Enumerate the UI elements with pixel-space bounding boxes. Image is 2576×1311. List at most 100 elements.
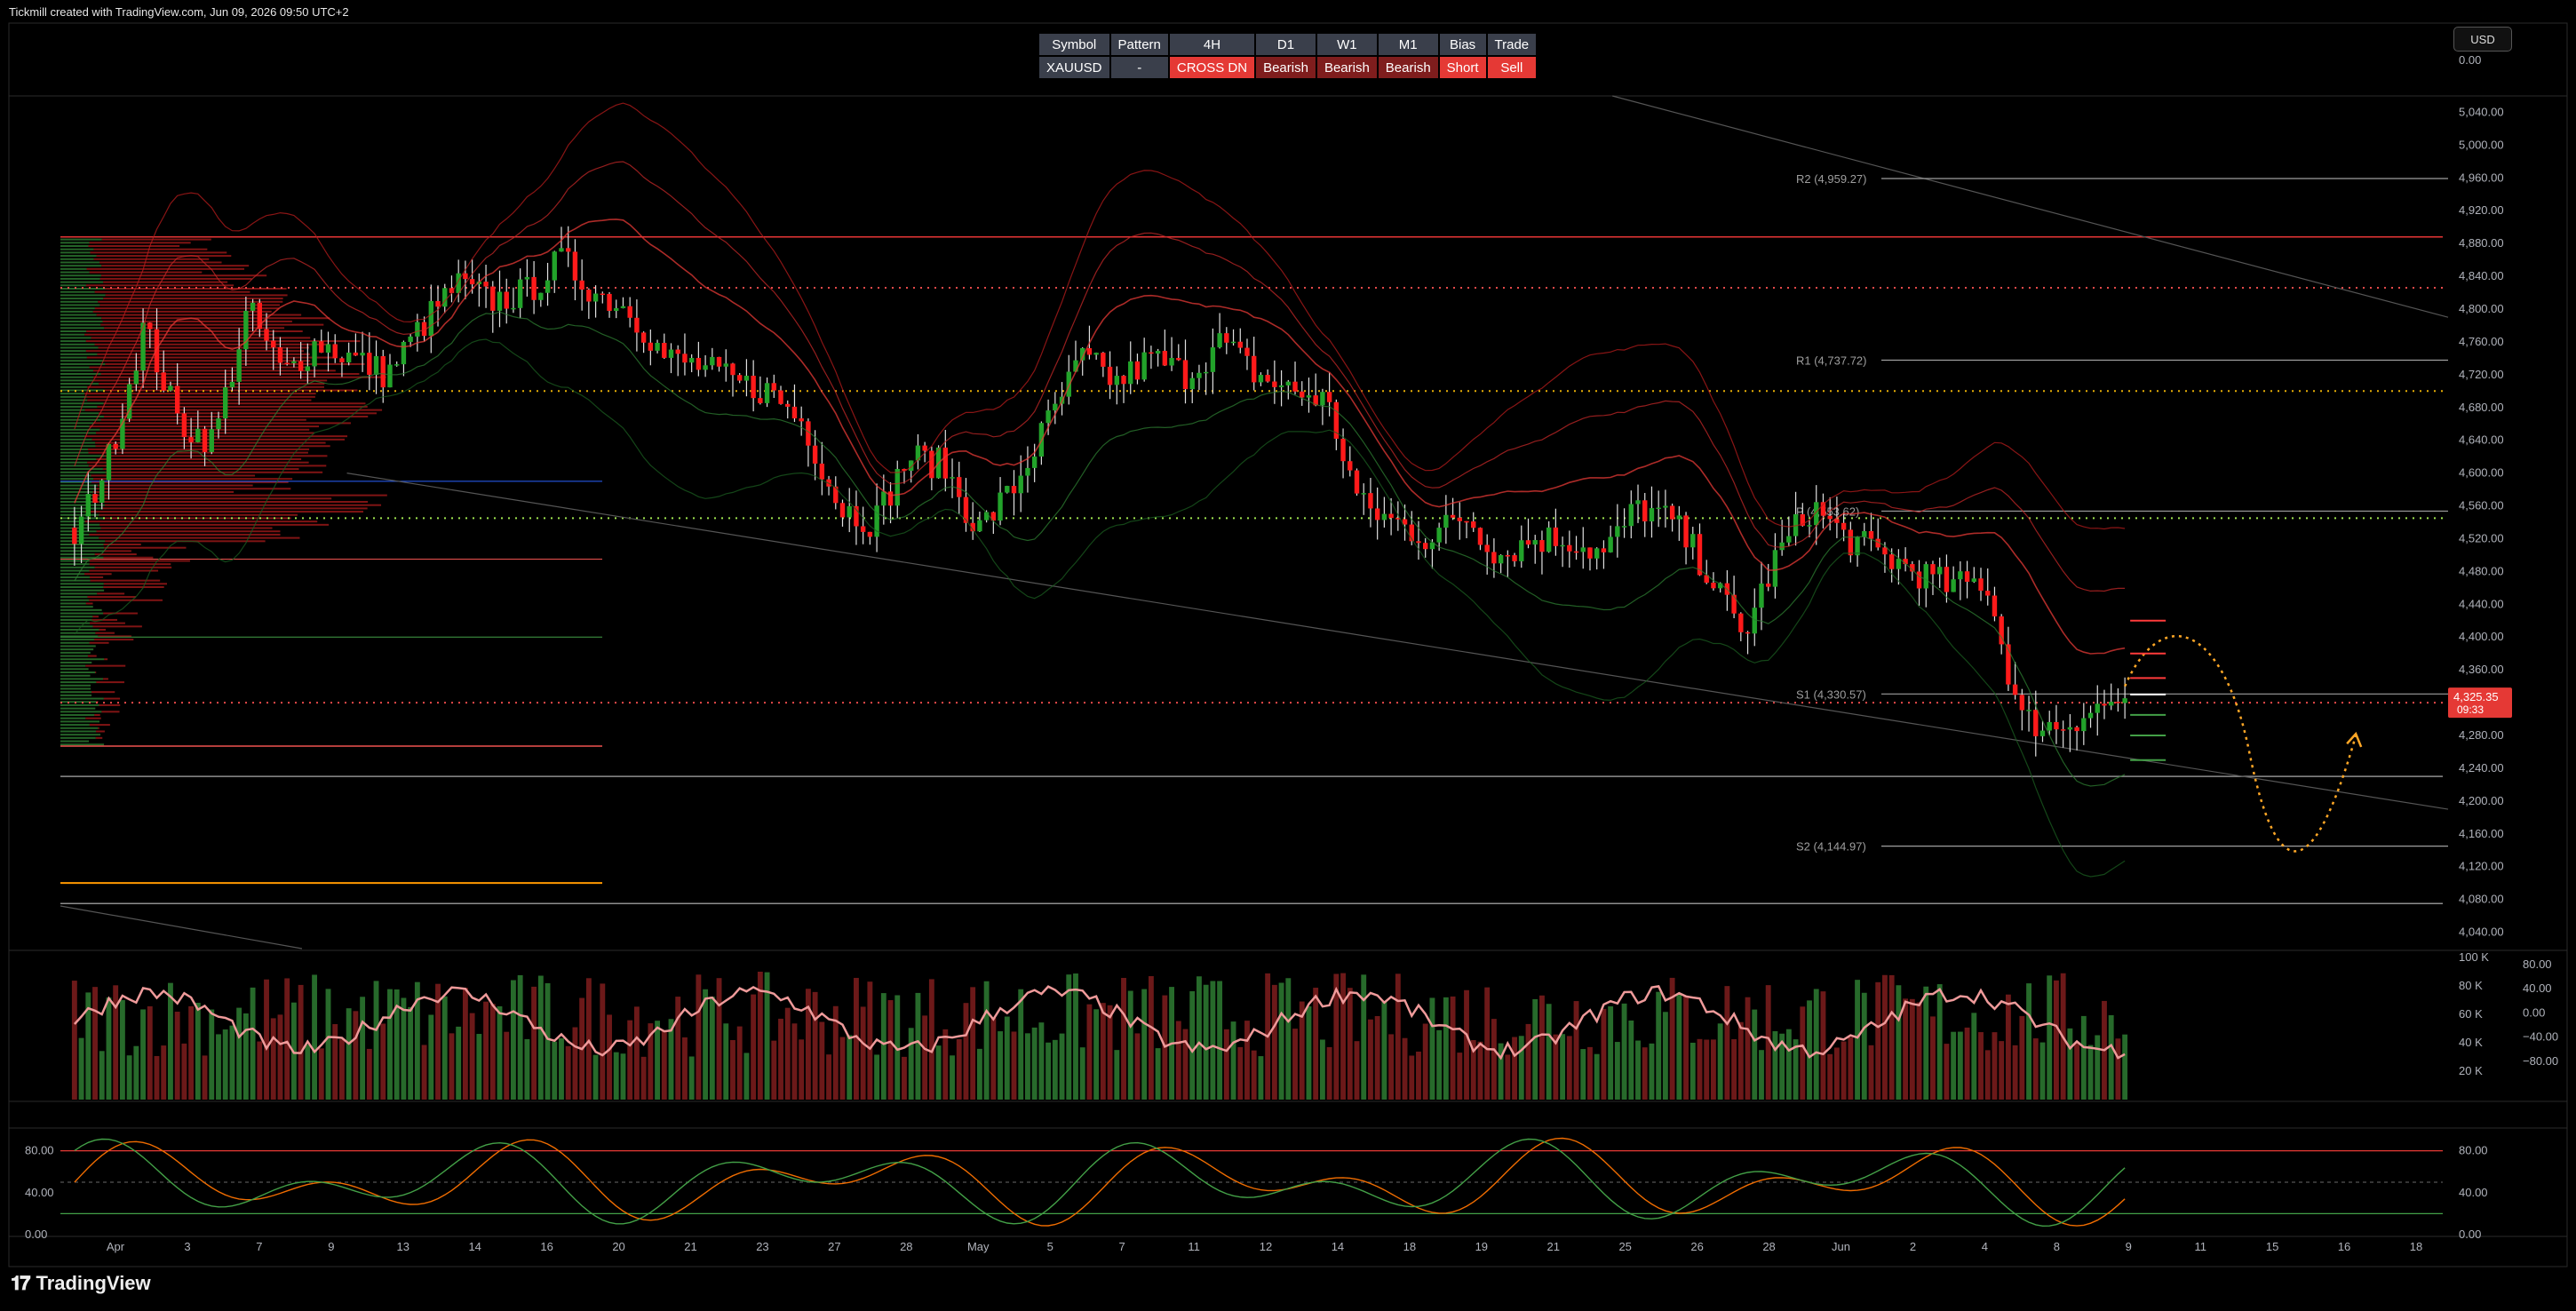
signal-table: Symbol Pattern 4H D1 W1 M1 Bias Trade XA… — [1038, 32, 1538, 80]
candle-body — [950, 477, 955, 479]
candle-body — [106, 443, 112, 481]
volume-profile-bar-sell — [92, 369, 336, 372]
volume-bar — [531, 986, 537, 1100]
candle-body — [1745, 632, 1751, 634]
stochastic-axis-tick-right: 80.00 — [2459, 1144, 2488, 1157]
candle-body — [504, 291, 509, 309]
volume-bar — [607, 1014, 612, 1100]
candle-body — [1005, 486, 1010, 493]
currency-button[interactable]: USD — [2453, 27, 2512, 52]
volume-bar — [839, 1037, 846, 1100]
volume-bar — [950, 1055, 955, 1100]
candle-body — [126, 384, 132, 419]
price-axis-tick: 4,680.00 — [2459, 401, 2504, 414]
volume-bar — [332, 1024, 338, 1100]
volume-profile-bar-sell — [98, 346, 309, 349]
volume-bar — [1038, 1022, 1045, 1100]
candle-body — [1230, 341, 1236, 344]
candle-body — [1121, 376, 1126, 385]
candle-body — [847, 505, 852, 518]
volume-bar — [1752, 1009, 1758, 1100]
volume-profile-bar-sell — [100, 527, 273, 529]
volume-bar — [1800, 1006, 1806, 1100]
volume-profile-bar-sell — [85, 284, 235, 287]
volume-profile-bar-buy — [60, 441, 96, 444]
projection-arrow-icon — [2346, 731, 2363, 748]
volume-bar — [1197, 976, 1202, 1100]
volume-profile-bar-sell — [87, 655, 97, 657]
candle-body — [833, 486, 839, 504]
last-price-tag — [2448, 687, 2512, 719]
volume-profile-bar-buy — [60, 608, 102, 611]
volume-bar — [1086, 1004, 1093, 1100]
candle-body — [771, 383, 777, 391]
volume-bar — [2005, 994, 2011, 1100]
price-axis-tick: 4,080.00 — [2459, 893, 2504, 906]
candle-body — [607, 293, 612, 311]
volume-bar — [1813, 989, 1819, 1100]
volume-bar — [1704, 1039, 1710, 1100]
candle-body — [449, 288, 455, 293]
volume-bar — [1553, 1034, 1559, 1100]
volume-bar — [970, 987, 976, 1100]
candle-body — [1786, 536, 1792, 543]
volume-bar — [867, 981, 873, 1100]
candle-body — [1189, 377, 1195, 390]
volume-bar — [1409, 1055, 1415, 1100]
volume-profile-bar-sell — [84, 393, 316, 395]
time-axis-tick: 14 — [1332, 1240, 1344, 1253]
price-axis-tick: 4,160.00 — [2459, 827, 2504, 840]
volume-profile-bar-buy — [60, 701, 97, 703]
volume-bar — [126, 1055, 132, 1100]
volume-bar — [1875, 981, 1881, 1100]
time-axis-tick: 8 — [2054, 1240, 2060, 1253]
volume-profile-bar-buy — [60, 501, 94, 503]
volume-profile-bar-buy — [60, 697, 104, 700]
candle-body — [1018, 475, 1023, 494]
volume-bar — [819, 1021, 825, 1100]
volume-profile-bar-buy — [60, 629, 99, 631]
trend-line — [1612, 95, 2449, 318]
candle-body — [1704, 575, 1709, 583]
volume-bar — [894, 995, 901, 1100]
volume-bar — [181, 1043, 187, 1100]
volume-profile-bar-buy — [60, 317, 102, 320]
volume-bar — [504, 1031, 510, 1100]
volume-profile-bar-buy — [60, 265, 102, 267]
volume-bar — [1237, 1046, 1244, 1100]
volume-profile-bar-sell — [102, 468, 299, 471]
volume-bar — [1278, 982, 1284, 1100]
volume-bar — [1957, 1031, 1963, 1100]
candle-body — [1642, 500, 1648, 522]
volume-profile-bar-sell — [86, 356, 337, 359]
volume-bar — [489, 1004, 496, 1100]
volume-bar — [99, 1051, 105, 1100]
volume-bar — [2039, 1042, 2046, 1100]
volume-bar — [1614, 1042, 1620, 1100]
candle-body — [1388, 513, 1394, 519]
volume-bar — [1642, 1047, 1648, 1100]
candle-body — [990, 512, 997, 521]
candle-body — [1717, 583, 1723, 589]
candle-body — [2095, 703, 2100, 713]
volume-profile-bar-buy — [60, 267, 87, 270]
signal-4h-cell: CROSS DN — [1167, 55, 1257, 80]
candle-body — [1348, 461, 1353, 471]
candle-body — [894, 468, 900, 506]
candle-body — [1197, 372, 1202, 378]
volume-profile-bar-buy — [60, 304, 100, 306]
candle-body — [1368, 493, 1373, 509]
volume-bar — [1011, 1031, 1017, 1100]
volume-bar — [1717, 1023, 1723, 1100]
volume-profile-bar-buy — [60, 513, 99, 516]
candle-body — [428, 300, 434, 337]
volume-bar — [1505, 1054, 1511, 1100]
volume-profile-bar-buy — [60, 596, 88, 599]
volume-axis-tick: 40 K — [2459, 1036, 2483, 1049]
volume-profile-bar-buy — [60, 743, 105, 746]
volume-profile-bar-buy — [60, 409, 85, 411]
candle-body — [140, 322, 146, 371]
candle-body — [1848, 529, 1854, 556]
volume-bar — [360, 997, 366, 1100]
